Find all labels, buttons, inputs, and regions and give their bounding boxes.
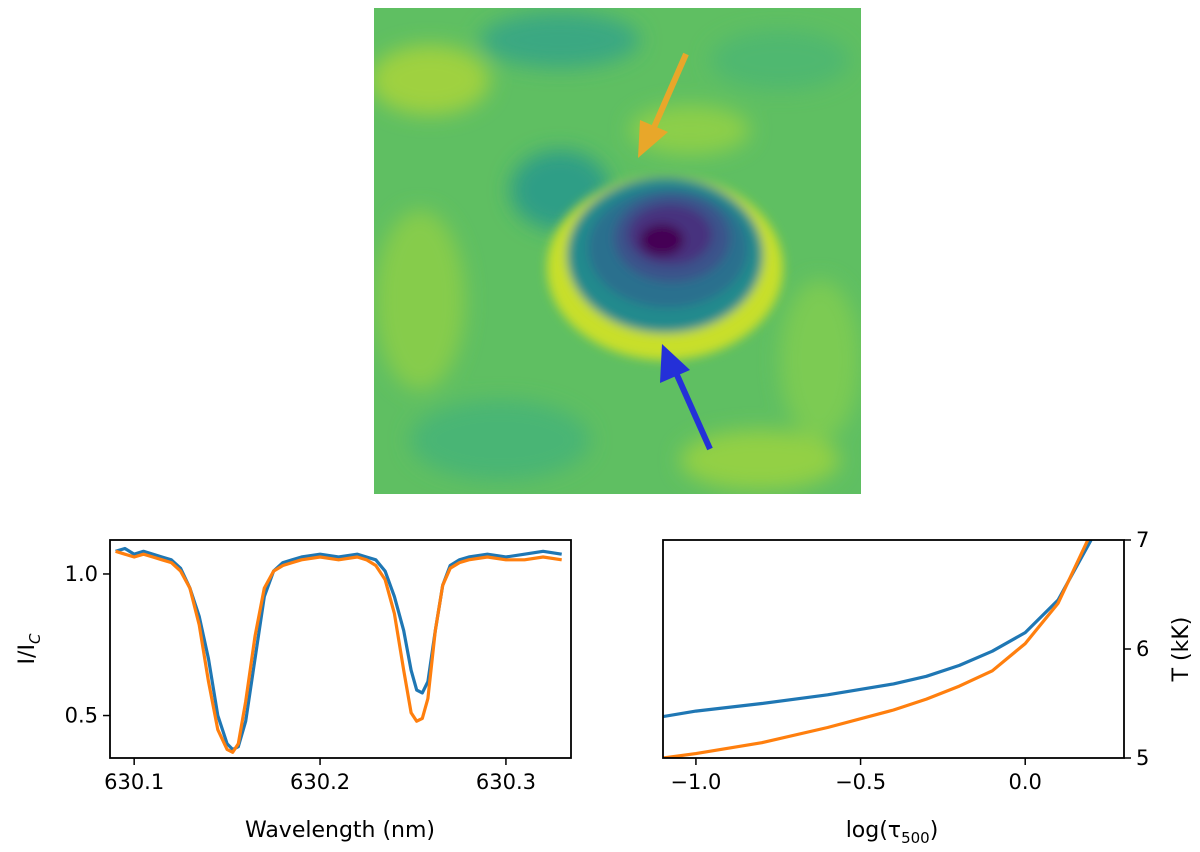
heatmap-patch xyxy=(410,400,590,480)
intensity-heatmap xyxy=(374,8,861,494)
heatmap-patch xyxy=(780,280,860,440)
x-tick-label: 0.0 xyxy=(1009,770,1042,794)
x-tick-label: 630.1 xyxy=(104,770,164,794)
blue-series-line xyxy=(663,540,1093,719)
orange-arrow-head xyxy=(638,120,668,158)
x-tick-label: 630.2 xyxy=(290,770,350,794)
x-tick-label: 630.3 xyxy=(476,770,536,794)
orange-series-line xyxy=(663,540,1090,758)
spectrum-x-axis-label: Wavelength (nm) xyxy=(245,818,435,843)
heatmap-patch xyxy=(710,30,850,90)
temperature-x-axis-label: log(τ500) xyxy=(846,818,939,847)
y-tick-label: 7 xyxy=(1136,528,1149,552)
temperature-lines xyxy=(663,540,1093,758)
ylabel-main: I/I xyxy=(15,644,40,664)
heatmap-patch xyxy=(480,12,640,68)
heatmap-patch xyxy=(375,210,465,390)
x-tick-label: −1.0 xyxy=(670,770,721,794)
spectrum-panel: 630.1 630.2 630.3 0.5 1.0 Wavelength (nm) I/… xyxy=(15,539,572,843)
ylabel-sub: C xyxy=(26,633,44,644)
y-tick-label: 1.0 xyxy=(65,562,98,586)
temperature-axes-frame xyxy=(662,539,1125,759)
x-tick-label: −0.5 xyxy=(835,770,886,794)
xlabel-sub: 500 xyxy=(901,829,930,847)
spectrum-lines xyxy=(115,546,562,754)
spot-core xyxy=(640,224,684,256)
xlabel-main: log(τ xyxy=(846,818,901,843)
temperature-ticks: −1.0 −0.5 0.0 5 6 7 xyxy=(670,528,1149,794)
orange-arrow-shaft xyxy=(649,52,689,134)
blue-series-line xyxy=(115,546,562,752)
heatmap-patch xyxy=(680,430,840,490)
y-tick-label: 5 xyxy=(1136,746,1149,770)
spectrum-ticks: 630.1 630.2 630.3 0.5 1.0 xyxy=(65,562,536,794)
y-tick-label: 6 xyxy=(1136,637,1149,661)
temperature-y-axis-label: T (kK) xyxy=(1169,617,1194,683)
spectrum-y-axis-label: I/IC xyxy=(15,633,44,664)
xlabel-end: ) xyxy=(930,818,939,843)
y-tick-label: 0.5 xyxy=(65,704,98,728)
blue-arrow-head xyxy=(660,344,690,383)
spectrum-axes-frame xyxy=(109,539,572,759)
temperature-panel: −1.0 −0.5 0.0 5 6 7 log(τ500) T (kK) xyxy=(662,528,1194,847)
heatmap-patch xyxy=(374,45,490,115)
orange-series-line xyxy=(115,549,562,754)
blue-arrow-shaft xyxy=(674,373,713,451)
